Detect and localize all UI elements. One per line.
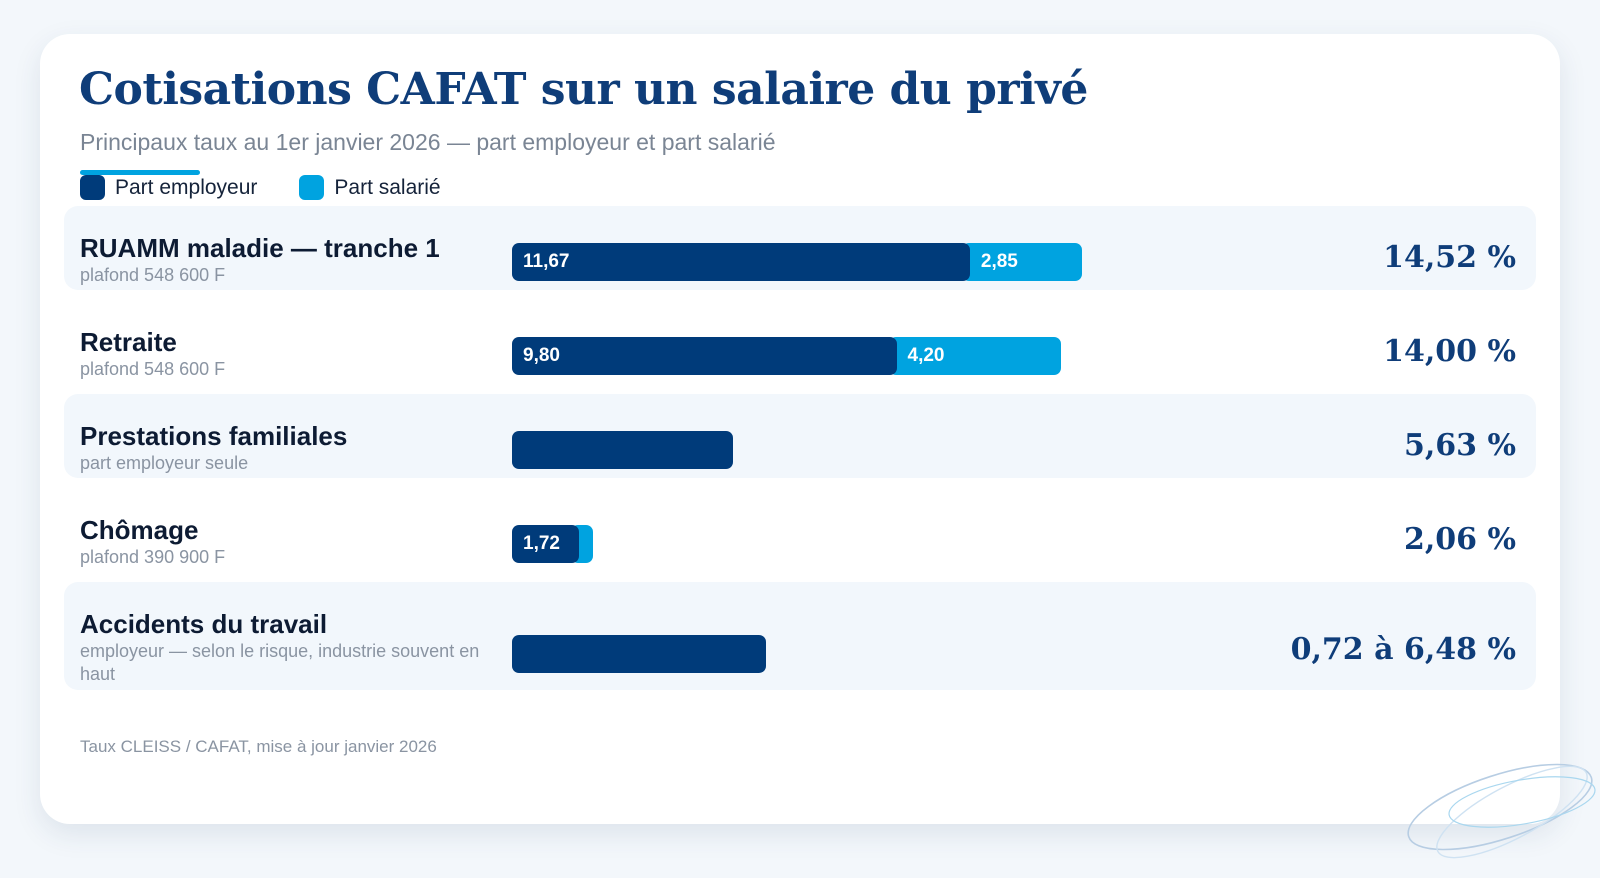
source-note: Taux CLEISS / CAFAT, mise à jour janvier… bbox=[80, 737, 437, 756]
bar-track: 1,72 bbox=[512, 525, 1232, 563]
row-label-group: Accidents du travail employeur — selon le… bbox=[80, 609, 500, 686]
chart-row: RUAMM maladie — tranche 1 plafond 548 600… bbox=[64, 206, 1536, 290]
chart-legend: Part employeur Part salarié bbox=[80, 175, 483, 200]
bar-employee: 2,85 bbox=[961, 243, 1082, 281]
chart-row: Retraite plafond 548 600 F 4,20 9,80 14,00 % bbox=[64, 300, 1536, 384]
category-note: part employeur seule bbox=[80, 453, 249, 473]
legend-swatch-employer bbox=[80, 175, 105, 200]
category-note: plafond 548 600 F bbox=[80, 359, 226, 379]
bar-track: 4,20 9,80 bbox=[512, 337, 1232, 375]
row-total: 5,63 % bbox=[1403, 428, 1516, 463]
category-label: Prestations familiales bbox=[80, 421, 348, 451]
legend-item-employer: Part employeur bbox=[80, 175, 257, 200]
category-label: Chômage bbox=[80, 515, 199, 545]
category-note: plafond 390 900 F bbox=[80, 547, 226, 567]
legend-item-employee: Part salarié bbox=[299, 175, 441, 200]
chart-card: Cotisations CAFAT sur un salaire du priv… bbox=[40, 34, 1560, 824]
row-total: 14,52 % bbox=[1383, 240, 1516, 275]
bar-employer: 9,80 bbox=[512, 337, 897, 375]
row-total: 0,72 à 6,48 % bbox=[1290, 632, 1516, 667]
bar-employee: 4,20 bbox=[888, 337, 1062, 375]
row-total: 14,00 % bbox=[1383, 334, 1516, 369]
chart-row: Chômage plafond 390 900 F 1,72 2,06 % bbox=[64, 488, 1536, 572]
title-accent-line bbox=[80, 170, 200, 175]
row-label-group: Prestations familiales part employeur seu… bbox=[80, 421, 500, 475]
row-label-group: RUAMM maladie — tranche 1 plafond 548 600… bbox=[80, 233, 500, 287]
category-note: employeur — selon le risque, industrie s… bbox=[80, 641, 480, 684]
legend-swatch-employee bbox=[299, 175, 325, 200]
chart-subtitle: Principaux taux au 1er janvier 2026 — pa… bbox=[80, 129, 776, 155]
bar-track: 2,85 11,67 bbox=[512, 243, 1232, 281]
bar-employer: 11,67 bbox=[512, 243, 970, 281]
chart-title: Cotisations CAFAT sur un salaire du priv… bbox=[79, 64, 1088, 115]
bar-employer bbox=[512, 635, 767, 673]
chart-row: Prestations familiales part employeur seu… bbox=[64, 394, 1536, 478]
category-label: RUAMM maladie — tranche 1 bbox=[80, 233, 440, 263]
bar-employer bbox=[512, 431, 733, 469]
chart-row: Accidents du travail employeur — selon le… bbox=[64, 582, 1536, 690]
bar-track bbox=[512, 635, 1232, 673]
category-label: Accidents du travail bbox=[80, 609, 328, 639]
row-total: 2,06 % bbox=[1403, 522, 1516, 557]
legend-label-employee: Part salarié bbox=[334, 175, 441, 199]
bar-employer: 1,72 bbox=[512, 525, 580, 563]
category-label: Retraite bbox=[80, 327, 177, 357]
category-note: plafond 548 600 F bbox=[80, 265, 226, 285]
legend-label-employer: Part employeur bbox=[115, 175, 258, 199]
decorative-ellipses-icon bbox=[1407, 763, 1596, 859]
row-label-group: Retraite plafond 548 600 F bbox=[80, 327, 500, 381]
bar-track bbox=[512, 431, 1232, 469]
row-label-group: Chômage plafond 390 900 F bbox=[80, 515, 500, 569]
